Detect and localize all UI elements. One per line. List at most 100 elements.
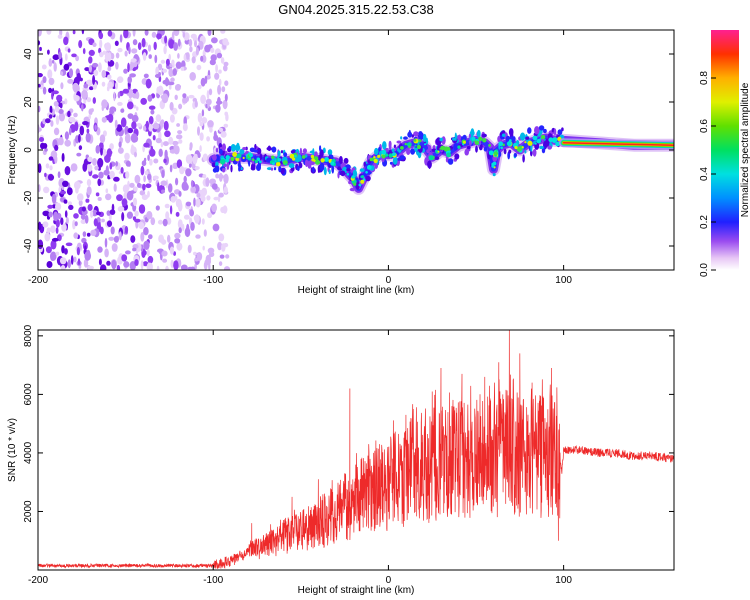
noise-speckle [131,114,139,123]
snr-xlabel: Height of straight line (km) [298,585,415,596]
track-speckle [314,151,318,158]
noise-speckle [115,61,119,70]
noise-speckle [38,184,41,193]
noise-speckle [38,127,42,132]
noise-speckle [70,255,74,265]
noise-speckle [100,148,103,156]
noise-speckle [135,106,139,111]
noise-speckle [67,48,71,53]
track-peak [369,157,373,162]
noise-speckle [48,156,54,161]
noise-speckle [127,113,134,119]
noise-speckle [64,131,69,140]
track-speckle [337,171,340,179]
track-peak [482,138,487,143]
noise-speckle [50,225,56,234]
track-speckle [226,161,230,170]
track-peak [521,146,524,149]
noise-speckle [58,112,65,122]
track-peak [271,155,275,159]
track-speckle [406,148,411,156]
noise-speckle [189,46,193,53]
track-peak [408,145,411,149]
noise-speckle [120,117,127,128]
track-peak [555,141,560,147]
track-peak [536,139,541,144]
snr-ylabel: SNR (10 * v/v) [7,418,18,482]
noise-speckle [221,86,226,93]
noise-speckle [38,221,42,231]
noise-speckle [127,101,134,110]
noise-speckle [212,223,220,232]
noise-speckle [169,101,174,111]
track-peak [236,155,239,159]
track-peak [462,140,466,144]
track-peak [232,152,238,157]
noise-speckle [84,245,87,251]
noise-speckle [51,59,55,64]
noise-speckle [204,75,208,84]
noise-speckle [48,77,55,86]
noise-speckle [185,154,193,164]
noise-speckle [144,170,149,176]
noise-speckle [120,108,125,113]
noise-speckle [116,124,123,132]
noise-speckle [205,177,210,187]
noise-speckle [148,105,156,110]
noise-speckle [121,198,128,207]
noise-speckle [206,195,211,201]
track-speckle [280,150,284,154]
colorbar-tick-label: 0.6 [699,119,710,133]
noise-speckle [165,265,169,270]
noise-speckle [38,83,41,88]
noise-speckle [73,181,81,190]
noise-speckle [73,232,79,239]
noise-speckle [104,42,112,52]
noise-speckle [143,175,146,183]
track-speckle [273,167,277,171]
noise-speckle [178,139,183,144]
noise-speckle [107,66,112,72]
noise-speckle [129,89,134,98]
noise-speckle [114,40,119,46]
noise-speckle [115,161,118,167]
noise-speckle [42,86,47,95]
noise-speckle [190,221,195,231]
track-speckle [393,144,396,149]
noise-speckle [197,152,201,159]
noise-speckle [145,183,152,189]
track-speckle [346,168,351,172]
noise-speckle [172,140,179,146]
noise-speckle [175,211,180,217]
noise-speckle [58,51,63,60]
noise-speckle [171,31,175,42]
noise-speckle [125,171,130,179]
noise-speckle [155,66,160,76]
noise-speckle [134,259,139,266]
noise-speckle [164,203,170,209]
track-peak [540,134,546,140]
noise-speckle [173,30,180,37]
noise-speckle [111,203,115,212]
snr-chart: -200 -100 0 100 2000 4000 6000 8000 Height of s… [7,324,675,596]
noise-speckle [222,38,229,46]
noise-speckle [150,109,155,115]
snr-series-group [38,330,674,569]
track-speckle [431,148,436,152]
noise-speckle [130,190,136,194]
track-speckle [230,144,236,152]
track-peak [361,175,365,179]
noise-speckle [91,209,98,217]
track-speckle [476,129,481,138]
noise-speckle [93,69,99,76]
noise-speckle [83,83,89,89]
track-peak [272,162,275,166]
noise-speckle [208,88,213,96]
noise-speckle [162,218,168,227]
track-peak [360,179,365,184]
track-speckle [392,156,398,165]
noise-speckle [42,210,50,217]
track-peak [474,140,480,145]
noise-speckle [130,235,136,243]
noise-speckle [53,211,59,222]
